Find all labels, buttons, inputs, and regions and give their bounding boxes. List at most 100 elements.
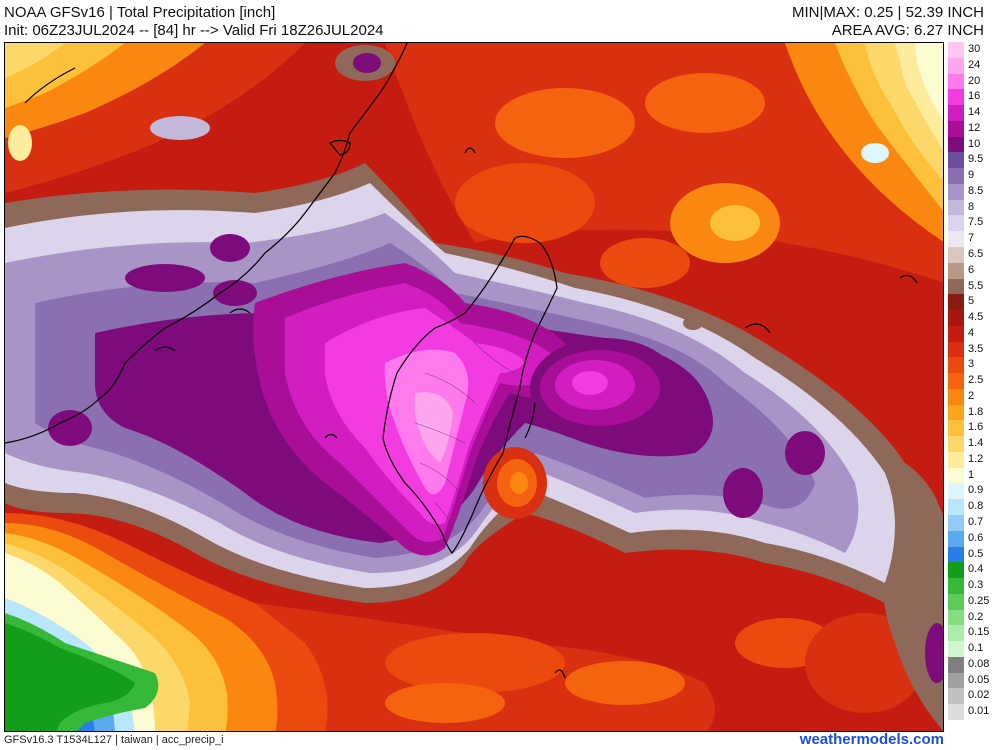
legend-level: 7.5 (948, 215, 1000, 232)
legend-label: 0.02 (968, 689, 990, 702)
legend-level: 0.08 (948, 656, 1000, 673)
legend-swatch (948, 467, 964, 484)
legend-level: 0.5 (948, 546, 1000, 563)
legend-level: 0.3 (948, 578, 1000, 594)
legend-label: 1.2 (968, 452, 984, 465)
legend-label: 20 (968, 74, 981, 87)
legend-level: 12 (948, 120, 1000, 137)
legend-level: 0.9 (948, 483, 1000, 500)
legend-label: 3 (968, 358, 975, 371)
legend-level: 4.5 (948, 310, 1000, 326)
init-valid-time: Init: 06Z23JUL2024 -- [84] hr --> Valid … (4, 22, 384, 39)
legend-swatch (948, 546, 964, 563)
legend-level: 5 (948, 294, 1000, 311)
legend-level: 0.2 (948, 609, 1000, 626)
legend-label: 16 (968, 90, 981, 103)
legend-swatch (948, 246, 964, 263)
legend-swatch (948, 168, 964, 184)
model-info: GFSv16.3 T1534L127 | taiwan | acc_precip… (4, 734, 224, 746)
legend-swatch (948, 404, 964, 421)
legend-swatch (948, 420, 964, 437)
legend-level: 6 (948, 262, 1000, 279)
legend-level: 0.01 (948, 704, 1000, 720)
legend-swatch (948, 262, 964, 279)
legend-level: 9 (948, 168, 1000, 184)
legend-label: 1.4 (968, 437, 984, 450)
legend-level: 8 (948, 199, 1000, 216)
legend-level: 0.6 (948, 530, 1000, 547)
min-max-readout: MIN|MAX: 0.25 | 52.39 INCH (791, 4, 984, 21)
legend-level: 6.5 (948, 246, 1000, 263)
legend-swatch (948, 656, 964, 673)
legend-swatch (948, 451, 964, 468)
legend-label: 0.25 (968, 594, 990, 607)
legend-label: 0.4 (968, 563, 984, 576)
legend-swatch (948, 215, 964, 232)
legend-level: 0.4 (948, 562, 1000, 579)
legend-swatch (948, 57, 964, 74)
legend-label: 0.15 (968, 626, 990, 639)
legend-label: 0.1 (968, 642, 984, 655)
legend-swatch (948, 515, 964, 531)
legend-level: 16 (948, 89, 1000, 106)
legend-swatch (948, 136, 964, 153)
legend-swatch (948, 183, 964, 200)
color-legend: 30 24 20 16 14 12 10 9.5 9 8.5 8 7.5 7 6.5 6 5.5 5 4.5 4 3.… (948, 42, 1000, 720)
legend-swatch (948, 625, 964, 642)
legend-swatch (948, 341, 964, 358)
legend-label: 12 (968, 121, 981, 134)
area-average-readout: AREA AVG: 6.27 INCH (831, 22, 984, 39)
legend-swatch (948, 688, 964, 705)
legend-swatch (948, 483, 964, 500)
map-title: NOAA GFSv16 | Total Precipitation [inch] (4, 4, 276, 21)
legend-label: 3.5 (968, 342, 984, 355)
precip-field (5, 43, 943, 731)
legend-label: 14 (968, 106, 981, 119)
legend-label: 4.5 (968, 311, 984, 324)
legend-label: 6.5 (968, 247, 984, 260)
legend-label: 2.5 (968, 374, 984, 387)
legend-label: 1.8 (968, 405, 984, 418)
legend-swatch (948, 388, 964, 405)
legend-swatch (948, 42, 964, 58)
legend-level: 0.02 (948, 688, 1000, 705)
legend-level: 9.5 (948, 152, 1000, 169)
legend-label: 6 (968, 263, 975, 276)
legend-level: 0.25 (948, 593, 1000, 610)
site-link[interactable]: weathermodels.com (799, 731, 944, 748)
legend-label: 0.01 (968, 705, 990, 718)
legend-level: 3 (948, 357, 1000, 374)
legend-swatch (948, 325, 964, 342)
legend-label: 0.5 (968, 547, 984, 560)
legend-level: 1 (948, 467, 1000, 484)
legend-swatch (948, 120, 964, 137)
legend-label: 0.6 (968, 531, 984, 544)
legend-swatch (948, 593, 964, 610)
legend-swatch (948, 231, 964, 247)
legend-label: 2 (968, 389, 975, 402)
legend-label: 0.8 (968, 500, 984, 513)
legend-level: 8.5 (948, 183, 1000, 200)
legend-label: 24 (968, 58, 981, 71)
legend-swatch (948, 436, 964, 452)
coastlines (5, 43, 918, 679)
legend-swatch (948, 578, 964, 594)
legend-label: 10 (968, 137, 981, 150)
legend-level: 0.8 (948, 499, 1000, 516)
legend-level: 24 (948, 57, 1000, 74)
legend-level: 2.5 (948, 373, 1000, 389)
legend-label: 0.7 (968, 516, 984, 529)
legend-label: 0.05 (968, 673, 990, 686)
legend-swatch (948, 105, 964, 121)
legend-label: 30 (968, 43, 981, 55)
legend-label: 0.9 (968, 484, 984, 497)
legend-swatch (948, 73, 964, 90)
legend-level: 0.7 (948, 515, 1000, 531)
legend-level: 1.8 (948, 404, 1000, 421)
legend-swatch (948, 357, 964, 374)
legend-swatch (948, 530, 964, 547)
legend-swatch (948, 641, 964, 657)
legend-swatch (948, 499, 964, 516)
legend-swatch (948, 704, 964, 720)
legend-level: 0.15 (948, 625, 1000, 642)
